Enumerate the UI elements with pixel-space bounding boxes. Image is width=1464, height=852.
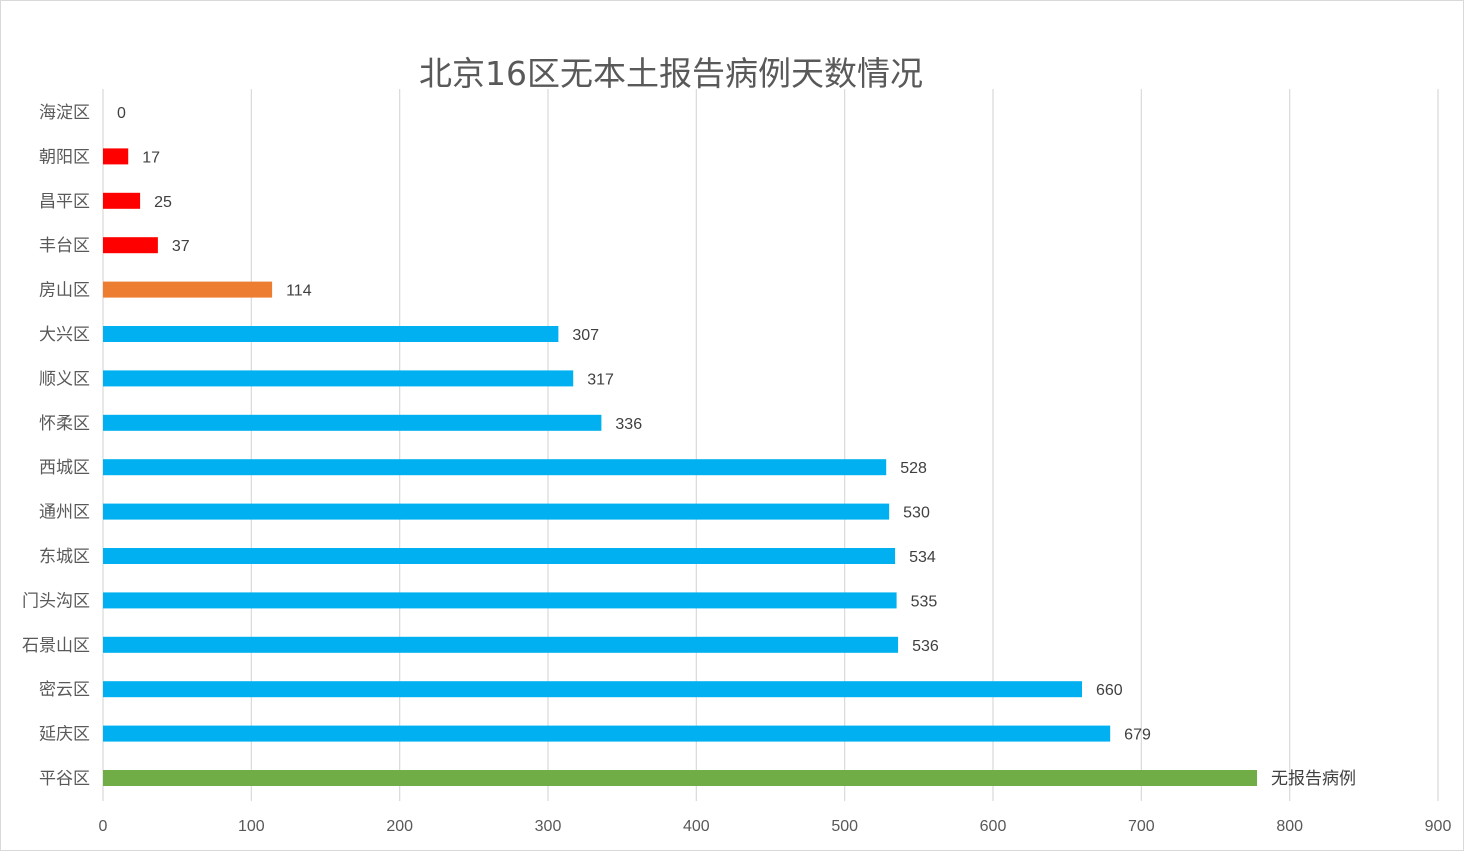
bar-通州区: [103, 503, 890, 520]
category-label-石景山区: 石景山区: [22, 636, 90, 656]
x-tick-label-500: 500: [831, 818, 858, 835]
category-label-房山区: 房山区: [39, 281, 90, 301]
data-label-密云区: 660: [1096, 682, 1123, 699]
data-label-石景山区: 536: [912, 638, 939, 655]
category-label-怀柔区: 怀柔区: [39, 414, 90, 434]
category-label-密云区: 密云区: [39, 680, 90, 700]
data-label-朝阳区: 17: [142, 149, 160, 166]
bar-门头沟区: [103, 592, 897, 609]
x-tick-label-200: 200: [386, 818, 413, 835]
x-tick-label-800: 800: [1276, 818, 1303, 835]
category-label-朝阳区: 朝阳区: [39, 147, 90, 167]
x-tick-label-900: 900: [1425, 818, 1452, 835]
bar-房山区: [103, 281, 273, 298]
bar-东城区: [103, 548, 896, 564]
data-label-昌平区: 25: [154, 194, 172, 211]
data-label-东城区: 534: [909, 549, 936, 566]
data-label-通州区: 530: [903, 505, 930, 522]
data-label-怀柔区: 336: [615, 416, 642, 433]
bar-丰台区: [103, 237, 158, 254]
bar-大兴区: [103, 326, 559, 342]
bars: [103, 148, 1258, 786]
category-label-大兴区: 大兴区: [39, 325, 90, 345]
category-label-昌平区: 昌平区: [39, 192, 90, 212]
category-label-东城区: 东城区: [39, 547, 90, 567]
bar-延庆区: [103, 725, 1111, 742]
data-label-门头沟区: 535: [911, 593, 938, 610]
data-label-房山区: 114: [286, 283, 312, 300]
data-label-顺义区: 317: [587, 371, 614, 388]
category-label-平谷区: 平谷区: [39, 769, 90, 789]
data-label-海淀区: 0: [117, 105, 126, 122]
x-tick-label-400: 400: [683, 818, 710, 835]
gridlines: [102, 89, 1439, 801]
data-label-延庆区: 679: [1124, 727, 1151, 744]
data-label-大兴区: 307: [572, 327, 599, 344]
category-label-丰台区: 丰台区: [39, 236, 90, 256]
bar-朝阳区: [103, 148, 129, 165]
bar-西城区: [103, 459, 887, 476]
x-axis-tick-labels: 0 100 200 300 400 500 600 700 800 900: [99, 818, 1452, 835]
category-label-延庆区: 延庆区: [39, 725, 90, 745]
category-label-通州区: 通州区: [39, 503, 90, 523]
value-labels: 0 17 25 37 114 307 317 336 528 530 534 535 536 660 679…: [117, 105, 1356, 789]
category-labels: 海淀区朝阳区昌平区丰台区房山区大兴区顺义区怀柔区西城区通州区东城区门头沟区石景山…: [22, 103, 90, 789]
x-tick-label-600: 600: [980, 818, 1007, 835]
bar-昌平区: [103, 192, 141, 209]
bar-怀柔区: [103, 414, 602, 431]
data-label-平谷区: 无报告病例: [1271, 769, 1356, 789]
x-tick-label-0: 0: [99, 818, 108, 835]
x-tick-label-700: 700: [1128, 818, 1155, 835]
category-label-顺义区: 顺义区: [39, 369, 90, 389]
category-label-西城区: 西城区: [39, 458, 90, 478]
chart-title: 北京16区无本土报告病例天数情况: [419, 54, 923, 93]
category-label-门头沟区: 门头沟区: [22, 591, 90, 611]
bar-石景山区: [103, 636, 899, 653]
data-label-丰台区: 37: [172, 238, 190, 255]
x-tick-label-300: 300: [535, 818, 562, 835]
bar-平谷区: [103, 770, 1258, 786]
category-label-海淀区: 海淀区: [39, 103, 90, 123]
x-tick-label-100: 100: [238, 818, 265, 835]
data-label-西城区: 528: [900, 460, 927, 477]
bar-顺义区: [103, 370, 574, 387]
bar-密云区: [103, 681, 1082, 698]
